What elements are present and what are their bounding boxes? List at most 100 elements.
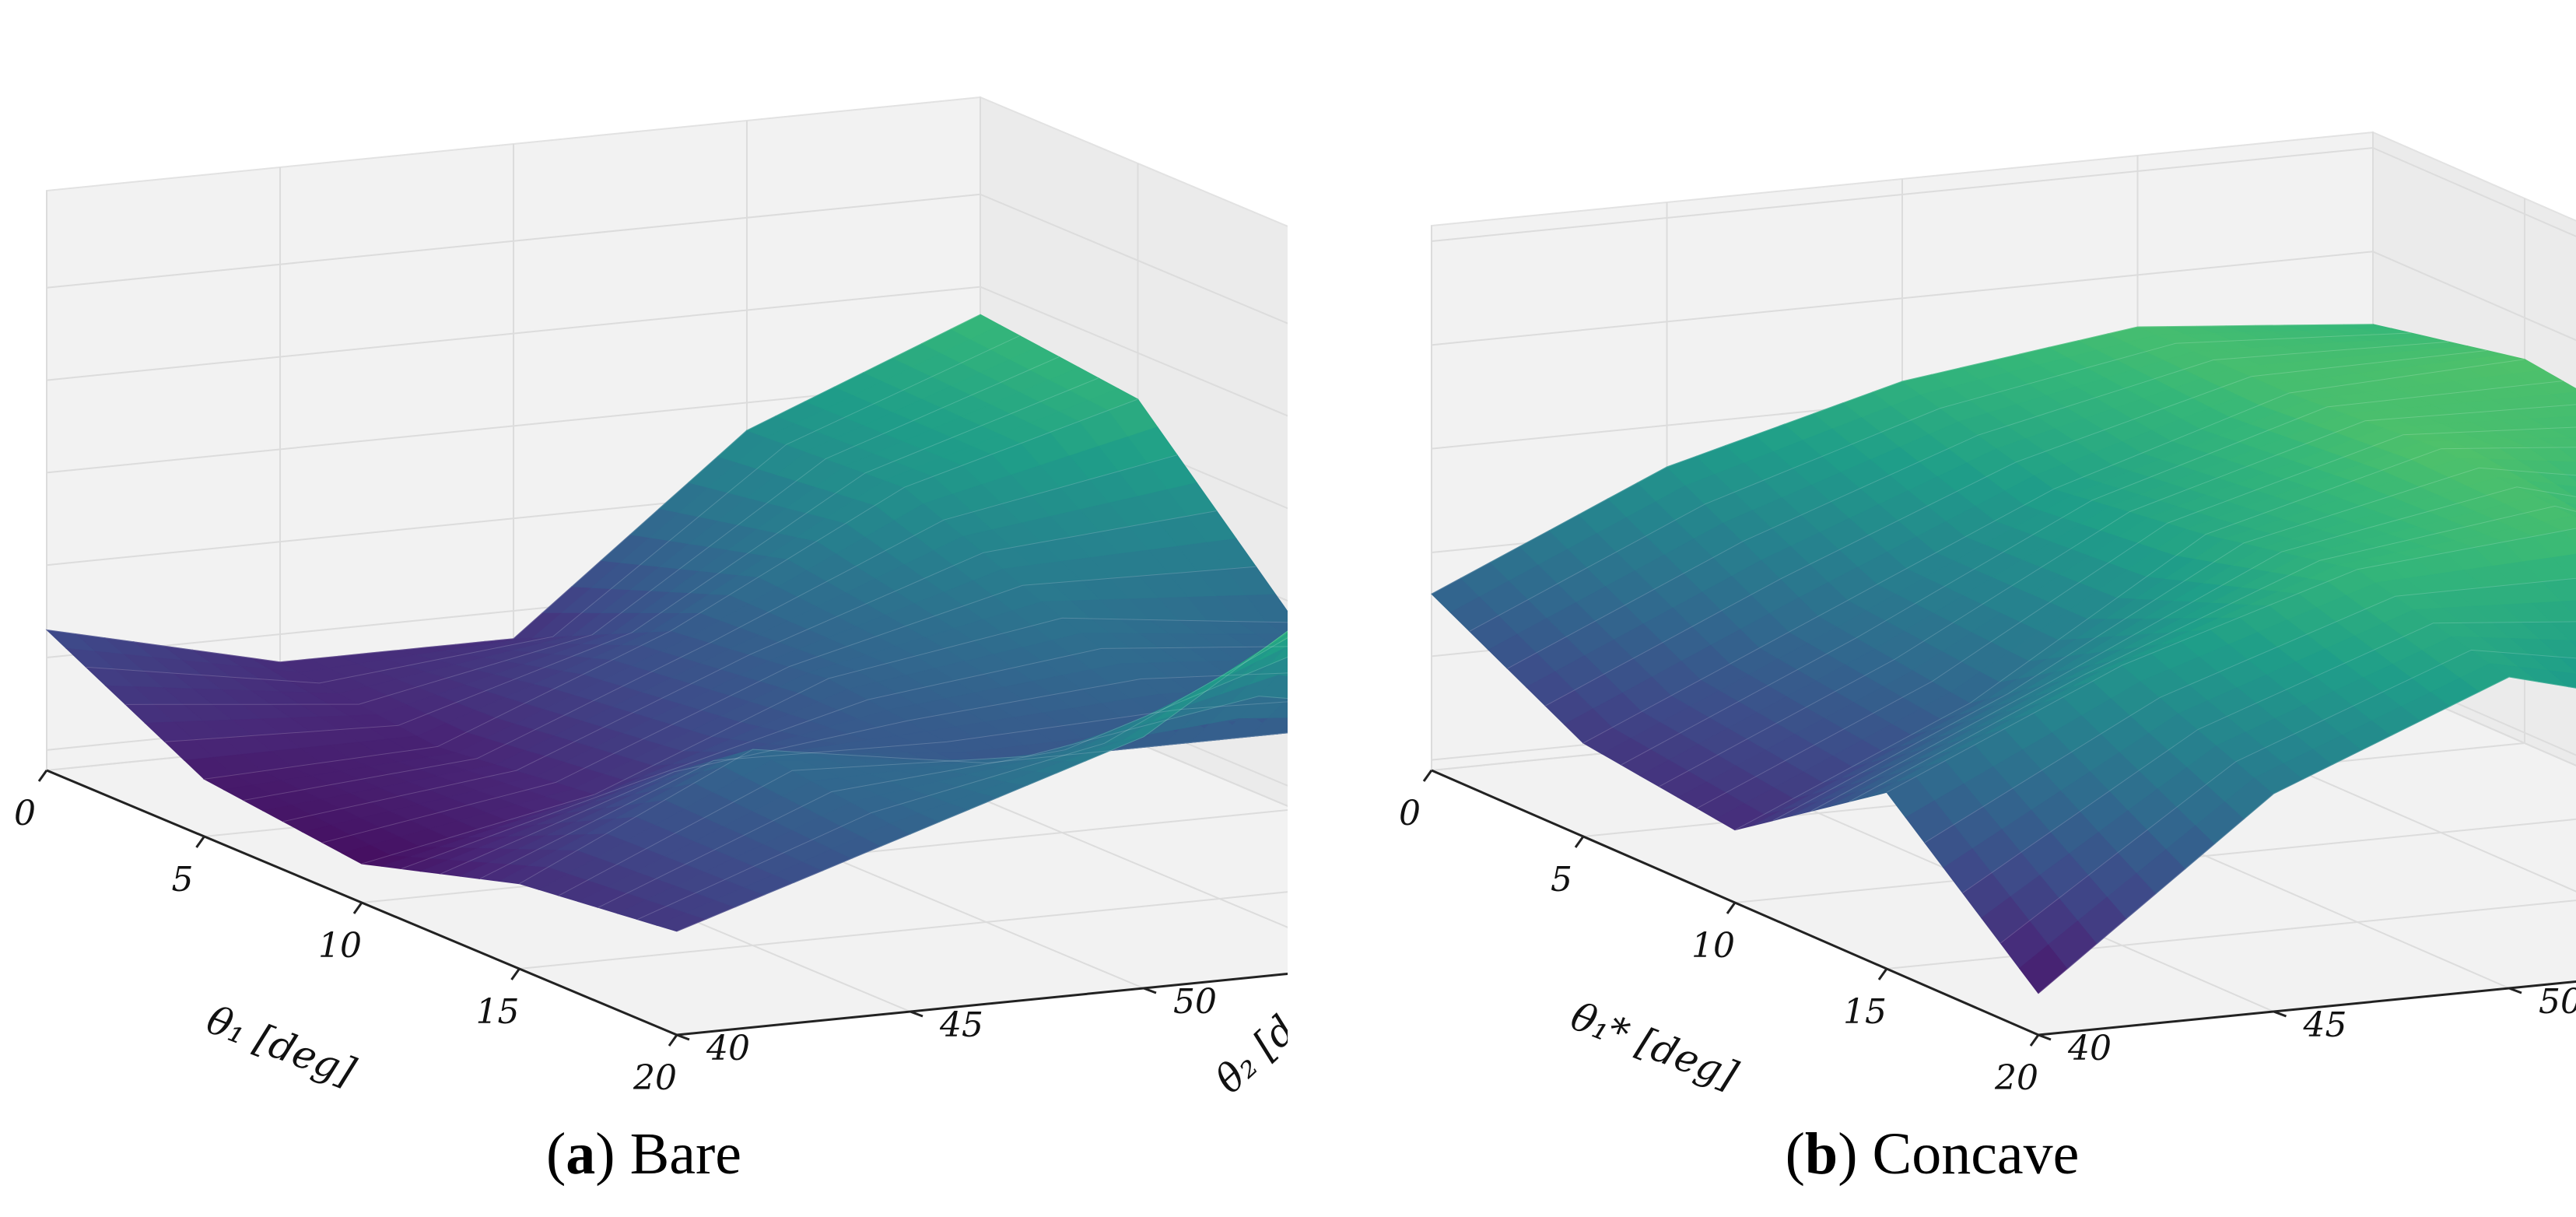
- p0-y-tick-label: 40: [706, 1029, 750, 1068]
- p0-mesh-line: [244, 454, 1178, 801]
- p1-surface-patch: [2569, 404, 2576, 409]
- p1-x-tick-label: 10: [1691, 926, 1735, 966]
- p0-x-tick: [510, 968, 520, 980]
- p1-mesh-line: [1962, 621, 2576, 893]
- p1-surface-patch: [2557, 447, 2576, 461]
- p0-surface-patch: [1249, 656, 1288, 685]
- p1-y-tick: [2273, 1010, 2287, 1018]
- p1-mesh-line: [1507, 341, 2449, 669]
- p0-y-tick-label: 50: [1173, 982, 1217, 1022]
- p0-x-tick: [668, 1034, 678, 1047]
- p1-surface-patch: [2541, 578, 2576, 602]
- p1-x-tick: [1877, 968, 1888, 980]
- p1-mesh-line: [1924, 577, 2576, 843]
- p0-gridline-left-z: [46, 193, 981, 289]
- p0-mesh-line: [164, 377, 1099, 742]
- p0-mesh-line: [479, 701, 1288, 879]
- chart-panel-concave: 0510152040455055601.71.81.92.02.12.2θ₁* …: [1288, 0, 2576, 1217]
- p0-x-ticks: 0 5 10 15 20: [14, 770, 678, 1098]
- p1-x-tick: [1574, 836, 1585, 848]
- p0-mesh-line: [598, 656, 1288, 908]
- p1-mesh-line: [1849, 505, 2576, 802]
- p0-surface-patch: [1240, 630, 1288, 665]
- p0-y-tick: [909, 1010, 924, 1018]
- p1-surface-patch: [2529, 416, 2576, 429]
- p0-surface-patch: [1238, 696, 1288, 719]
- p0-surface-patch: [1279, 634, 1288, 644]
- p1-surface-patch: [2532, 530, 2576, 559]
- p1-surface-patch: [2540, 404, 2576, 418]
- p1-surface-patch: [2571, 577, 2576, 584]
- p1-surface-patch: [2532, 381, 2576, 395]
- p1-surface-mesh: [1431, 324, 2576, 994]
- p1-mesh-line: [1659, 404, 2576, 787]
- p1-mesh-line: [1431, 324, 2374, 594]
- p1-surface-patch: [2550, 391, 2576, 405]
- p0-mesh-line: [361, 617, 1288, 865]
- p1-x-axis-title: θ₁* [deg]: [1565, 994, 1744, 1098]
- p0-mesh-line: [46, 314, 981, 663]
- p0-surface-patch: [1269, 630, 1288, 645]
- p1-surface: [1431, 324, 2576, 994]
- surface-plot-bare: 0510152040455055601.151.251.351.451.551.…: [14, 96, 1288, 1103]
- p1-surface-patch: [2531, 601, 2576, 623]
- p1-mesh-line: [1621, 381, 2563, 766]
- p0-y-tick: [1143, 987, 1157, 994]
- p1-surface-patch: [2539, 639, 2576, 659]
- caption-label-a: a: [566, 1121, 596, 1187]
- p1-mesh-line: [1582, 359, 2525, 744]
- p0-y-axis-title: θ₂ [deg]: [1207, 963, 1288, 1102]
- p1-surface-patch: [2546, 491, 2576, 506]
- p1-mesh-line: [1469, 332, 2411, 632]
- p0-mesh-line: [440, 672, 1288, 875]
- p0-surface-patch: [1277, 664, 1288, 677]
- p1-surface-patch: [2539, 437, 2576, 448]
- p0-gridline-left-z: [46, 286, 981, 381]
- p1-y-tick: [2508, 987, 2522, 994]
- p1-surface-patch: [2546, 461, 2576, 476]
- p1-surface-patch: [2559, 416, 2576, 426]
- p1-mesh-line: [1886, 528, 2576, 793]
- p0-surface-patch: [1264, 621, 1288, 635]
- p0-surface-patch: [1246, 594, 1288, 623]
- p1-surface-patch: [2557, 484, 2576, 497]
- p0-mesh-line: [637, 637, 1288, 921]
- caption-concave: (b) Concave: [1785, 1121, 2080, 1187]
- chart-panel-bare: 0510152040455055601.151.251.351.451.551.…: [14, 96, 1288, 1187]
- caption-text-bare: Bare: [629, 1121, 742, 1187]
- p0-mesh-line: [282, 510, 1217, 822]
- p1-gridline-back-z: [2372, 665, 2576, 756]
- p0-surface-patch: [1268, 646, 1288, 665]
- caption-label-b: b: [1804, 1121, 1838, 1187]
- p0-x-axis-title: θ₁ [deg]: [201, 997, 362, 1095]
- p1-x-tick: [2029, 1034, 2040, 1047]
- p0-surface: [45, 314, 1288, 932]
- p1-gridline-left-z: [1431, 147, 2374, 242]
- p0-surface-patch: [1239, 645, 1288, 678]
- p0-mesh-line: [558, 696, 1288, 896]
- p1-x-tick: [1422, 770, 1433, 782]
- p1-surface-patch: [2565, 474, 2576, 482]
- p0-x-tick-label: 5: [172, 860, 194, 900]
- p1-surface-patch: [2554, 505, 2576, 517]
- p0-x-tick-label: 15: [476, 992, 520, 1032]
- p1-x-ticks: 0 5 10 15 20: [1399, 770, 2040, 1098]
- caption-bare: (a) Bare: [545, 1121, 742, 1187]
- p0-y-tick: [676, 1033, 690, 1041]
- p1-surface-patch: [2560, 600, 2576, 618]
- p1-surface-patch: [2529, 654, 2576, 675]
- p0-y-tick-label: 45: [939, 1005, 983, 1045]
- p0-mesh-line: [519, 732, 1288, 885]
- p0-surface-patch: [1267, 698, 1288, 718]
- p1-x-tick: [1726, 902, 1737, 914]
- p1-surface-patch: [2536, 496, 2576, 512]
- p1-mesh-line: [1545, 349, 2487, 707]
- p0-surface-patch: [1259, 637, 1288, 661]
- p0-surface-patch: [1258, 674, 1288, 700]
- p0-mesh-line: [401, 646, 1288, 869]
- p1-surface-patch: [2550, 426, 2576, 439]
- p0-mesh-line: [204, 398, 1138, 780]
- p0-mesh-line: [125, 356, 1060, 705]
- p1-gridline-back-z: [2372, 251, 2576, 342]
- p1-y-tick-label: 40: [2067, 1029, 2112, 1068]
